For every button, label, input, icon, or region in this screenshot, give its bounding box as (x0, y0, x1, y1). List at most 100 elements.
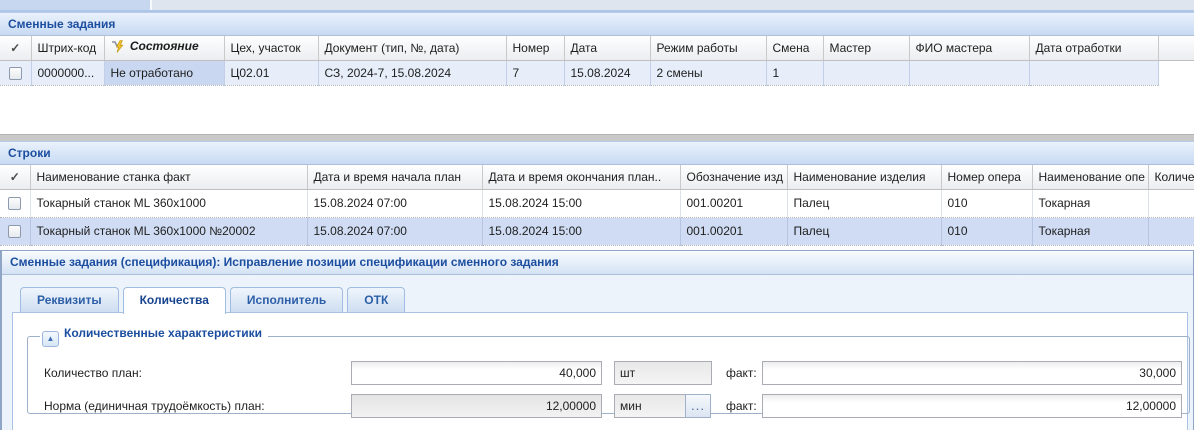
column-header-quantity[interactable]: Количе (1148, 165, 1194, 190)
cell-operation-number: 010 (941, 189, 1033, 218)
checkbox[interactable] (8, 66, 22, 80)
horizontal-splitter[interactable] (0, 134, 1194, 141)
column-header-operation-name[interactable]: Наименование опе (1032, 165, 1149, 190)
shift-tasks-table: ✓ Штрих-код Состояние Цех, участок Докум… (0, 36, 1194, 86)
column-header-number[interactable]: Номер (506, 36, 565, 61)
cell-state: Не отработано (104, 60, 225, 86)
select-all-column-header[interactable]: ✓ (0, 165, 31, 190)
column-header-document[interactable]: Документ (тип, №, дата) (318, 36, 507, 61)
quantity-fact-input[interactable] (762, 361, 1182, 385)
lightning-state-icon (111, 40, 124, 56)
column-header-work-date[interactable]: Дата отработки (1029, 36, 1159, 61)
top-tab-strip (0, 0, 1194, 12)
check-icon: ✓ (10, 40, 21, 55)
ellipsis-icon: ... (690, 398, 706, 413)
cell-operation-name: Токарная (1032, 189, 1149, 218)
cell-product-name: Палец (787, 217, 942, 246)
column-header-shift[interactable]: Смена (766, 36, 824, 61)
shift-tasks-panel: Сменные задания ✓ Штрих-код Состояние Це… (0, 12, 1194, 86)
quantity-plan-label: Количество план: (44, 366, 142, 380)
cell-end: 15.08.2024 15:00 (482, 189, 681, 218)
group-title: Количественные характеристики (64, 326, 262, 340)
rows-table: ✓ Наименование станка факт Дата и время … (0, 165, 1194, 246)
column-header-filler (1158, 36, 1194, 61)
norm-plan-input[interactable] (351, 394, 602, 418)
column-header-shop[interactable]: Цех, участок (224, 36, 319, 61)
cell-work-mode: 2 смены (650, 60, 767, 86)
column-header-product-name[interactable]: Наименование изделия (787, 165, 942, 190)
check-icon: ✓ (9, 169, 20, 184)
unit-picker-button[interactable]: ... (685, 394, 711, 418)
cell-filler (1158, 60, 1194, 85)
column-header-machine[interactable]: Наименование станка факт (30, 165, 308, 190)
cell-master (823, 60, 910, 86)
column-header-date[interactable]: Дата (564, 36, 651, 61)
row-checkbox-cell[interactable] (0, 189, 31, 218)
checkbox[interactable] (8, 225, 22, 239)
chevron-up-icon: ▲ (46, 334, 55, 343)
tab-requisites[interactable]: Реквизиты (20, 287, 119, 312)
cell-master-name (909, 60, 1030, 86)
column-header-end[interactable]: Дата и время окончания план.. (482, 165, 681, 190)
cell-shift: 1 (766, 60, 824, 86)
top-tab-remnant[interactable] (0, 0, 152, 10)
tab-content-quantities: ▲ Количественные характеристики Количеств… (12, 312, 1190, 430)
norm-unit-field[interactable] (614, 394, 686, 418)
quantity-unit-field[interactable] (614, 361, 712, 385)
collapse-group-button[interactable]: ▲ (42, 331, 59, 347)
specification-panel-title: Сменные задания (спецификация): Исправле… (2, 251, 1193, 275)
shift-tasks-panel-title: Сменные задания (0, 12, 1194, 36)
tab-bar: Реквизиты Количества Исполнитель ОТК (12, 287, 406, 314)
cell-operation-number: 010 (941, 217, 1033, 246)
tab-otk[interactable]: ОТК (347, 287, 406, 312)
cell-shop: Ц02.01 (224, 60, 319, 86)
column-header-master[interactable]: Мастер (823, 36, 910, 61)
specification-panel: Сменные задания (спецификация): Исправле… (0, 250, 1194, 430)
group-legend: ▲ Количественные характеристики (40, 326, 268, 347)
quantity-plan-input[interactable] (351, 361, 602, 385)
tab-executor[interactable]: Исполнитель (229, 287, 344, 312)
cell-product-code: 001.00201 (680, 217, 788, 246)
cell-date: 15.08.2024 (564, 60, 651, 86)
cell-operation-name: Токарная (1032, 217, 1149, 246)
row-item-selected[interactable]: Токарный станок ML 360x1000 №20002 15.08… (0, 217, 1194, 246)
column-header-master-name[interactable]: ФИО мастера (909, 36, 1030, 61)
tab-quantities[interactable]: Количества (122, 287, 226, 314)
cell-document: СЗ, 2024-7, 15.08.2024 (318, 60, 507, 86)
quantitative-characteristics-group: ▲ Количественные характеристики Количеств… (27, 326, 1190, 418)
norm-plan-label: Норма (единичная трудоёмкость) план: (44, 399, 265, 413)
column-header-barcode[interactable]: Штрих-код (31, 36, 105, 61)
cell-quantity (1148, 217, 1194, 246)
cell-end: 15.08.2024 15:00 (482, 217, 681, 246)
column-header-operation-number[interactable]: Номер опера (941, 165, 1033, 190)
cell-work-date (1029, 60, 1159, 86)
row-item[interactable]: Токарный станок ML 360x1000 15.08.2024 0… (0, 189, 1194, 218)
column-header-state-label: Состояние (129, 39, 199, 54)
row-checkbox-cell[interactable] (0, 217, 31, 246)
checkbox[interactable] (8, 197, 22, 211)
cell-number: 7 (506, 60, 565, 86)
column-header-product-code[interactable]: Обозначение изд (680, 165, 788, 190)
shift-tasks-header-row: ✓ Штрих-код Состояние Цех, участок Докум… (0, 36, 1194, 61)
cell-product-code: 001.00201 (680, 189, 788, 218)
norm-fact-input[interactable] (762, 394, 1182, 418)
column-header-start[interactable]: Дата и время начала план (307, 165, 483, 190)
quantity-fact-label: факт: (726, 366, 757, 380)
shift-task-row[interactable]: 0000000... Не отработано Ц02.01 СЗ, 2024… (0, 60, 1194, 86)
cell-start: 15.08.2024 07:00 (307, 217, 483, 246)
rows-panel: Строки ✓ Наименование станка факт Дата и… (0, 141, 1194, 246)
rows-header-row: ✓ Наименование станка факт Дата и время … (0, 165, 1194, 190)
cell-machine: Токарный станок ML 360x1000 (30, 189, 308, 218)
cell-start: 15.08.2024 07:00 (307, 189, 483, 218)
cell-machine: Токарный станок ML 360x1000 №20002 (30, 217, 308, 246)
cell-quantity (1148, 189, 1194, 218)
column-header-state[interactable]: Состояние (104, 36, 225, 61)
norm-fact-label: факт: (726, 399, 757, 413)
select-all-column-header[interactable]: ✓ (0, 36, 32, 61)
row-checkbox-cell[interactable] (0, 60, 32, 86)
cell-product-name: Палец (787, 189, 942, 218)
cell-barcode: 0000000... (31, 60, 105, 86)
column-header-work-mode[interactable]: Режим работы (650, 36, 767, 61)
rows-panel-title: Строки (0, 141, 1194, 165)
